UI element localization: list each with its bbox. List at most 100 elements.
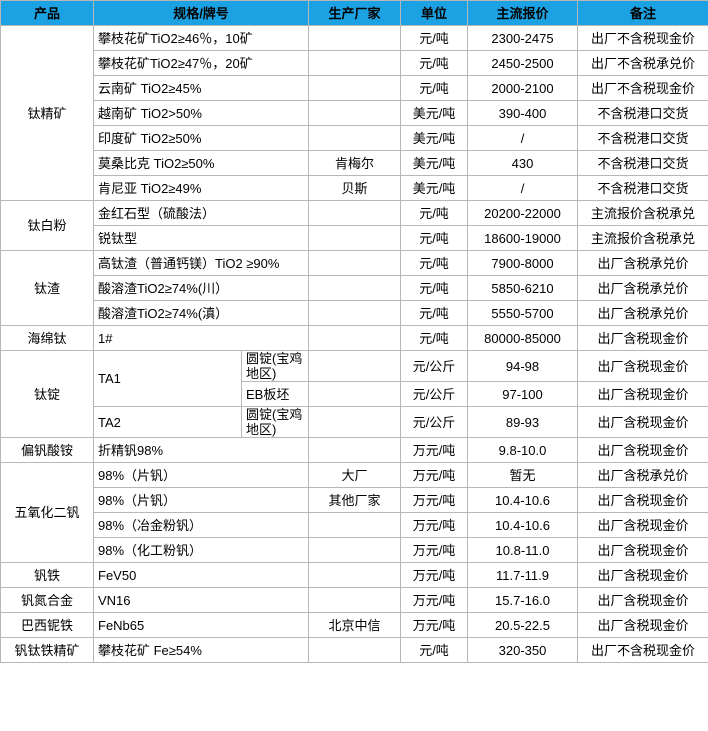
cell-note: 不含税港口交货 (577, 175, 708, 201)
cell-manufacturer (308, 562, 401, 588)
cell-price: / (467, 125, 578, 151)
cell-price: 20200-22000 (467, 200, 578, 226)
cell-product: 钒铁 (0, 562, 94, 588)
cell-unit: 万元/吨 (400, 587, 468, 613)
table-row: 98%（冶金粉钒） 万元/吨 10.4-10.6 出厂含税现金价 (1, 512, 708, 538)
table-row: 越南矿 TiO2>50% 美元/吨 390-400 不含税港口交货 (1, 100, 708, 126)
cell-spec: VN16 (93, 587, 309, 613)
cell-note: 出厂含税现金价 (577, 350, 708, 382)
table-row: 98%（化工粉钒） 万元/吨 10.8-11.0 出厂含税现金价 (1, 537, 708, 563)
cell-unit: 万元/吨 (400, 537, 468, 563)
cell-unit: 元/吨 (400, 200, 468, 226)
cell-note: 主流报价含税承兑 (577, 200, 708, 226)
cell-note: 出厂含税现金价 (577, 512, 708, 538)
table-row: 钒氮合金 VN16 万元/吨 15.7-16.0 出厂含税现金价 (0, 587, 708, 613)
cell-note: 出厂含税现金价 (577, 612, 708, 638)
cell-unit: 元/吨 (400, 275, 468, 301)
cell-manufacturer: 肯梅尔 (308, 150, 401, 176)
cell-unit: 元/公斤 (400, 381, 468, 407)
cell-manufacturer (308, 200, 401, 226)
cell-manufacturer (308, 512, 401, 538)
table-row: EB板坯 元/公斤 97-100 出厂含税现金价 (1, 381, 708, 407)
cell-note: 出厂含税现金价 (577, 487, 708, 513)
cell-spec-sub: EB板坯 (241, 381, 309, 407)
cell-note: 出厂含税现金价 (577, 537, 708, 563)
cell-unit: 元/吨 (400, 637, 468, 663)
table-row: 海绵钛 1# 元/吨 80000-85000 出厂含税现金价 (0, 325, 708, 351)
table-row: 云南矿 TiO2≥45% 元/吨 2000-2100 出厂不含税现金价 (1, 75, 708, 101)
cell-spec: TA2 (93, 406, 242, 438)
cell-price: 20.5-22.5 (467, 612, 578, 638)
cell-unit: 美元/吨 (400, 100, 468, 126)
table-row: 钛锭 TA1 圆锭(宝鸡地区) 元/公斤 94-98 出厂含税现金价 (0, 350, 708, 438)
cell-manufacturer (308, 437, 401, 463)
cell-manufacturer (308, 275, 401, 301)
cell-price: 10.4-10.6 (467, 512, 578, 538)
cell-unit: 万元/吨 (400, 512, 468, 538)
cell-price: 320-350 (467, 637, 578, 663)
cell-price: 7900-8000 (467, 250, 578, 276)
cell-manufacturer (308, 75, 401, 101)
cell-unit: 万元/吨 (400, 462, 468, 488)
cell-price: 5850-6210 (467, 275, 578, 301)
cell-spec: FeNb65 (93, 612, 309, 638)
header-spec: 规格/牌号 (93, 0, 309, 26)
table-row: 锐钛型 元/吨 18600-19000 主流报价含税承兑 (1, 225, 708, 251)
cell-note: 出厂不含税承兑价 (577, 50, 708, 76)
cell-note: 不含税港口交货 (577, 150, 708, 176)
cell-price: 430 (467, 150, 578, 176)
cell-price: 94-98 (467, 350, 578, 382)
cell-spec: 98%（片钒） (93, 462, 309, 488)
cell-spec: 98%（片钒） (93, 487, 309, 513)
table-row: 钒钛铁精矿 攀枝花矿 Fe≥54% 元/吨 320-350 出厂不含税现金价 (0, 637, 708, 663)
cell-manufacturer (308, 537, 401, 563)
cell-price: 暂无 (467, 462, 578, 488)
cell-note: 出厂含税承兑价 (577, 250, 708, 276)
cell-note: 出厂含税承兑价 (577, 462, 708, 488)
header-note: 备注 (577, 0, 708, 26)
cell-spec: 酸溶渣TiO2≥74%(滇） (93, 300, 309, 326)
cell-spec-sub: 圆锭(宝鸡地区) (241, 406, 309, 438)
cell-spec-sub: 圆锭(宝鸡地区) (241, 350, 309, 382)
price-table: 产品 规格/牌号 生产厂家 单位 主流报价 备注 钛精矿 攀枝花矿TiO2≥46％… (0, 0, 708, 663)
cell-product: 钛锭 (0, 350, 94, 438)
cell-unit: 元/公斤 (400, 406, 468, 438)
header-product: 产品 (0, 0, 94, 26)
cell-unit: 元/吨 (400, 325, 468, 351)
cell-note: 出厂含税现金价 (577, 437, 708, 463)
table-body: 钛精矿 攀枝花矿TiO2≥46％，10矿 元/吨 2300-2475 出厂不含税现金价攀… (0, 25, 708, 663)
cell-manufacturer (308, 250, 401, 276)
cell-spec: 印度矿 TiO2≥50% (93, 125, 309, 151)
cell-product: 钛渣 (0, 250, 94, 326)
cell-price: 97-100 (467, 381, 578, 407)
cell-price: 15.7-16.0 (467, 587, 578, 613)
cell-note: 出厂不含税现金价 (577, 25, 708, 51)
table-row: 肯尼亚 TiO2≥49% 贝斯 美元/吨 / 不含税港口交货 (1, 175, 708, 201)
table-row: 98%（片钒） 其他厂家 万元/吨 10.4-10.6 出厂含税现金价 (1, 487, 708, 513)
cell-manufacturer (308, 25, 401, 51)
cell-unit: 元/吨 (400, 225, 468, 251)
table-row: 偏钒酸铵 折精钒98% 万元/吨 9.8-10.0 出厂含税现金价 (0, 437, 708, 463)
cell-manufacturer (308, 637, 401, 663)
cell-manufacturer: 大厂 (308, 462, 401, 488)
cell-note: 主流报价含税承兑 (577, 225, 708, 251)
cell-unit: 美元/吨 (400, 150, 468, 176)
cell-product: 海绵钛 (0, 325, 94, 351)
cell-note: 出厂含税现金价 (577, 562, 708, 588)
cell-spec: 越南矿 TiO2>50% (93, 100, 309, 126)
header-unit: 单位 (400, 0, 468, 26)
header-manufacturer: 生产厂家 (308, 0, 401, 26)
cell-note: 不含税港口交货 (577, 100, 708, 126)
cell-price: / (467, 175, 578, 201)
cell-spec: 攀枝花矿TiO2≥46％，10矿 (93, 25, 309, 51)
table-row: 印度矿 TiO2≥50% 美元/吨 / 不含税港口交货 (1, 125, 708, 151)
cell-product: 巴西铌铁 (0, 612, 94, 638)
cell-spec: 攀枝花矿TiO2≥47％，20矿 (93, 50, 309, 76)
cell-price: 2450-2500 (467, 50, 578, 76)
cell-spec: 98%（冶金粉钒） (93, 512, 309, 538)
table-row: TA2 圆锭(宝鸡地区) 元/公斤 89-93 出厂含税现金价 (1, 406, 708, 438)
cell-price: 18600-19000 (467, 225, 578, 251)
header-row: 产品 规格/牌号 生产厂家 单位 主流报价 备注 (0, 0, 708, 26)
cell-spec: 锐钛型 (93, 225, 309, 251)
cell-spec: 金红石型（硫酸法） (93, 200, 309, 226)
